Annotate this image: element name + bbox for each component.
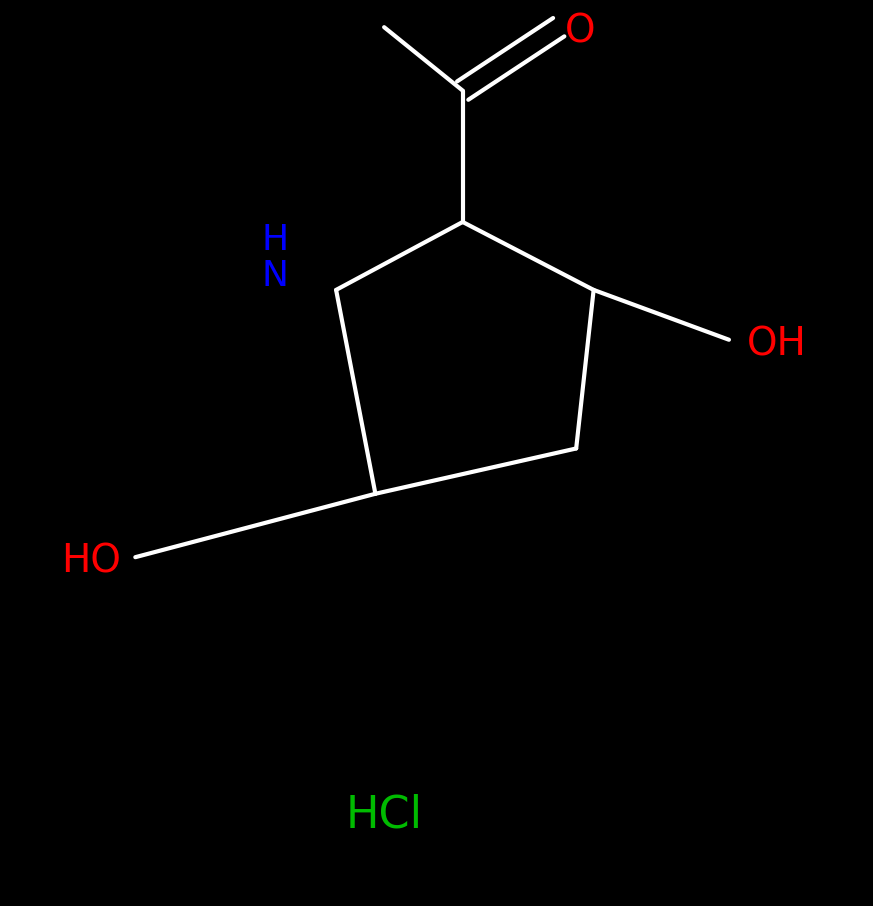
Text: O: O <box>566 13 595 51</box>
Text: H: H <box>261 223 289 257</box>
Text: N: N <box>262 259 288 294</box>
Text: HCl: HCl <box>346 794 423 837</box>
Text: HO: HO <box>61 543 121 581</box>
Text: OH: OH <box>746 325 807 363</box>
